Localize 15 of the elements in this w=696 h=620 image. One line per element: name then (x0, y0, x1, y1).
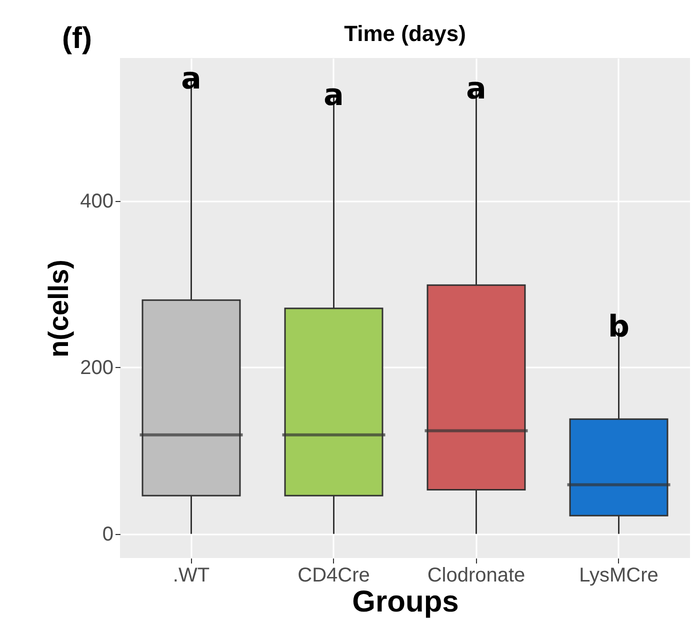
x-tick-label: Clodronate (427, 564, 526, 586)
y-tick-label: 0 (102, 523, 114, 546)
y-axis-title: n(cells) (43, 259, 74, 358)
x-axis-title: Groups (352, 586, 459, 618)
x-tick-label: LysMCre (579, 564, 658, 586)
annotation: a (324, 78, 344, 114)
annotation: a (181, 61, 202, 96)
annotation: b (608, 309, 630, 344)
chart-title: Time (days) (344, 21, 466, 46)
y-tick-label: 200 (80, 356, 114, 379)
x-tick-label: .WT (172, 564, 210, 586)
annotation: a (466, 71, 486, 106)
x-tick-label: CD4Cre (298, 564, 370, 586)
y-tick-label: 400 (80, 190, 114, 213)
text: (f) (62, 22, 92, 56)
